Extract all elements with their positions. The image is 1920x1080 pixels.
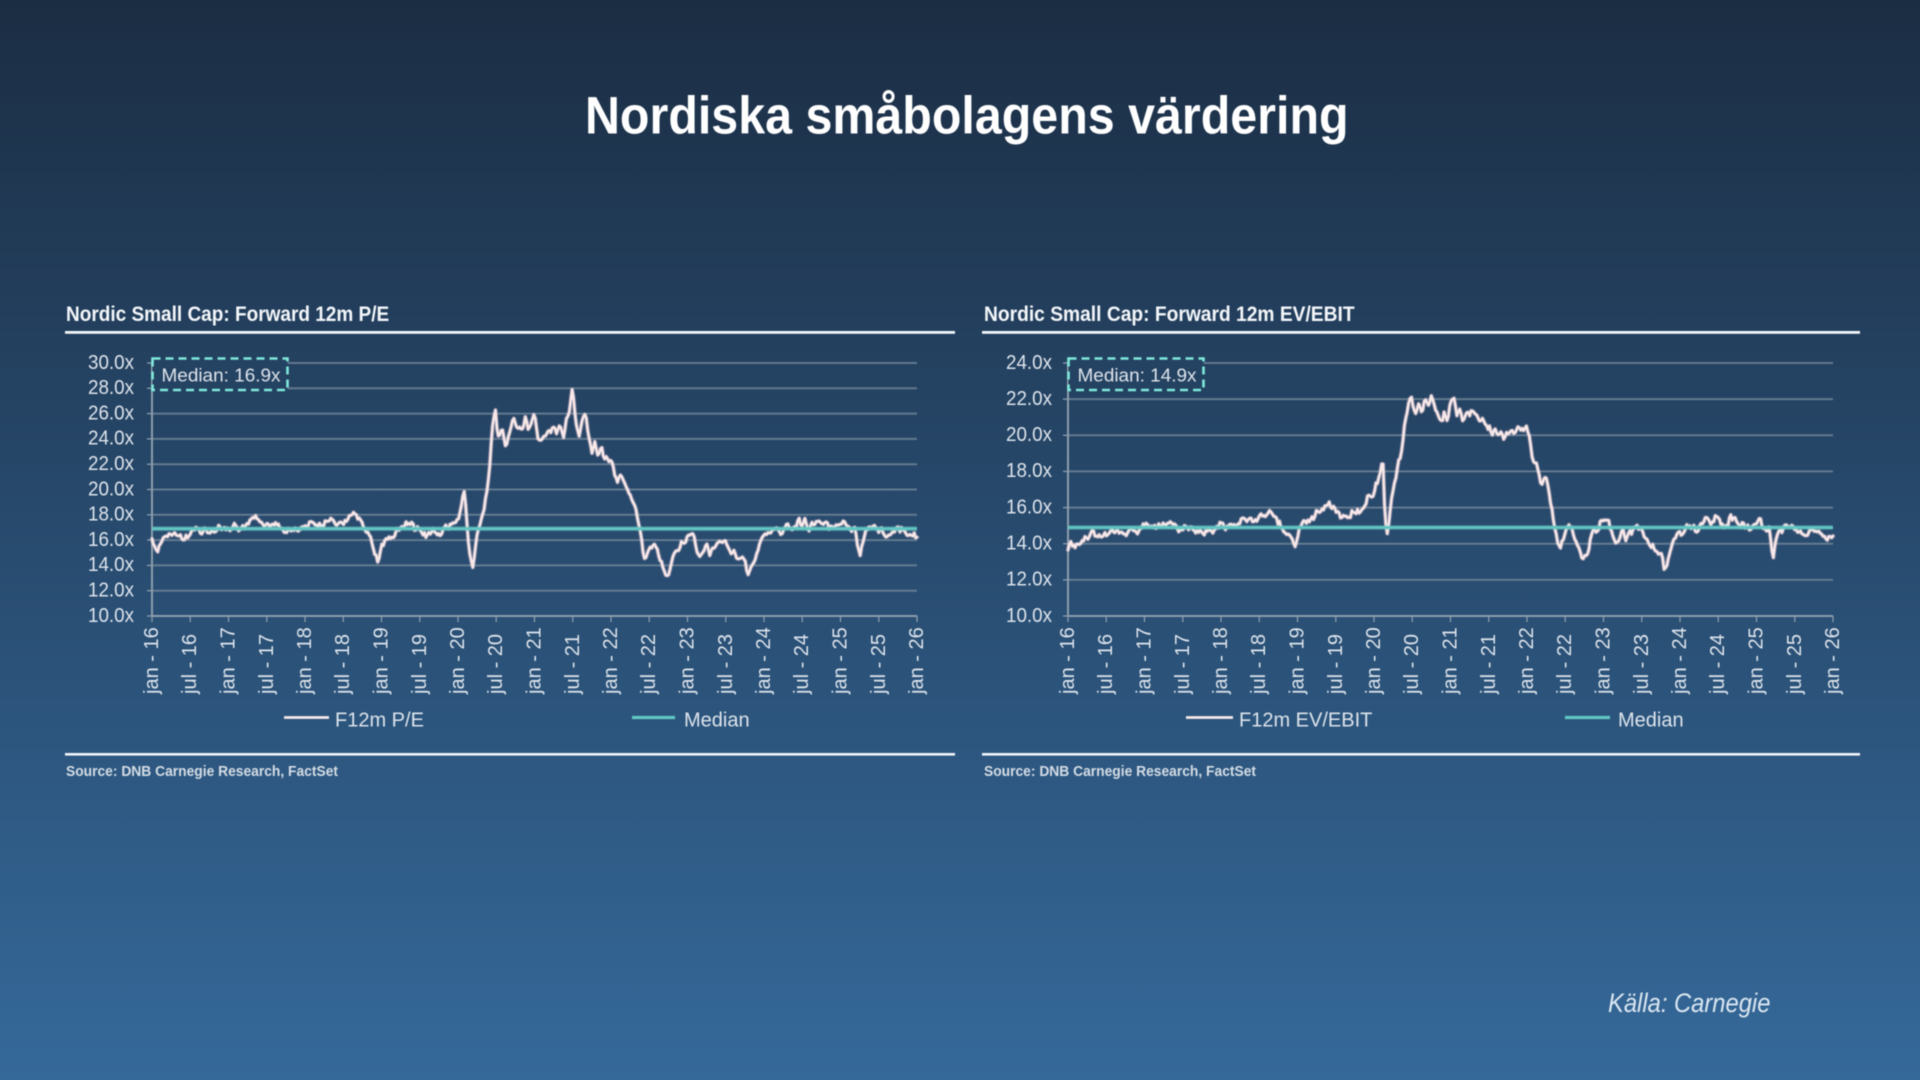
svg-text:24.0x: 24.0x	[88, 428, 134, 450]
svg-text:jul - 16: jul - 16	[179, 634, 201, 695]
svg-text:jul - 20: jul - 20	[1401, 634, 1423, 695]
svg-text:jan - 25: jan - 25	[830, 627, 852, 695]
svg-text:24.0x: 24.0x	[1006, 352, 1052, 374]
svg-text:jul - 18: jul - 18	[332, 634, 354, 695]
svg-text:Median: 14.9x: Median: 14.9x	[1078, 365, 1198, 386]
svg-text:Nordic Small Cap: Forward 12m: Nordic Small Cap: Forward 12m EV/EBIT	[984, 303, 1355, 326]
svg-text:20.0x: 20.0x	[88, 478, 134, 500]
svg-text:Källa: Carnegie: Källa: Carnegie	[1608, 989, 1770, 1018]
svg-text:F12m P/E: F12m P/E	[335, 710, 424, 732]
svg-text:18.0x: 18.0x	[1006, 460, 1052, 482]
svg-text:12.0x: 12.0x	[88, 580, 134, 602]
svg-text:28.0x: 28.0x	[88, 377, 134, 399]
svg-text:10.0x: 10.0x	[88, 605, 134, 627]
svg-text:jul - 23: jul - 23	[1631, 634, 1653, 695]
svg-text:jan - 22: jan - 22	[1516, 627, 1538, 695]
svg-text:jan - 22: jan - 22	[600, 627, 622, 695]
svg-text:jul - 24: jul - 24	[791, 634, 813, 695]
svg-text:jul - 17: jul - 17	[256, 634, 278, 695]
svg-text:jan - 20: jan - 20	[1363, 627, 1385, 695]
svg-text:jan - 25: jan - 25	[1746, 627, 1768, 695]
svg-text:jul - 22: jul - 22	[1554, 634, 1576, 695]
svg-text:22.0x: 22.0x	[88, 453, 134, 475]
svg-text:jul - 24: jul - 24	[1707, 634, 1729, 695]
svg-text:22.0x: 22.0x	[1006, 388, 1052, 410]
svg-text:jan - 24: jan - 24	[753, 627, 775, 695]
svg-text:Source: DNB Carnegie Research,: Source: DNB Carnegie Research, FactSet	[66, 764, 338, 780]
svg-text:jan - 16: jan - 16	[1057, 627, 1079, 695]
svg-text:20.0x: 20.0x	[1006, 424, 1052, 446]
svg-text:16.0x: 16.0x	[88, 529, 134, 551]
svg-text:jul - 25: jul - 25	[1784, 634, 1806, 695]
svg-text:jul - 16: jul - 16	[1095, 634, 1117, 695]
svg-text:jan - 17: jan - 17	[218, 627, 240, 695]
svg-text:jan - 24: jan - 24	[1669, 627, 1691, 695]
svg-text:jul - 21: jul - 21	[562, 634, 584, 695]
svg-text:Nordic Small Cap: Forward 12m: Nordic Small Cap: Forward 12m P/E	[66, 303, 389, 326]
svg-text:jan - 21: jan - 21	[1440, 627, 1462, 695]
svg-text:Nordiska småbolagens värdering: Nordiska småbolagens värdering	[585, 85, 1349, 145]
svg-text:12.0x: 12.0x	[1006, 569, 1052, 591]
svg-text:jan - 18: jan - 18	[1210, 627, 1232, 695]
svg-text:jan - 23: jan - 23	[677, 627, 699, 695]
svg-text:Source: DNB Carnegie Research,: Source: DNB Carnegie Research, FactSet	[984, 764, 1256, 780]
svg-text:jul - 20: jul - 20	[485, 634, 507, 695]
svg-text:jan - 19: jan - 19	[1287, 627, 1309, 695]
svg-text:10.0x: 10.0x	[1006, 605, 1052, 627]
svg-text:jul - 19: jul - 19	[409, 634, 431, 695]
svg-text:jul - 23: jul - 23	[715, 634, 737, 695]
svg-text:jan - 18: jan - 18	[294, 627, 316, 695]
svg-text:Median: 16.9x: Median: 16.9x	[162, 365, 282, 386]
svg-text:jan - 19: jan - 19	[371, 627, 393, 695]
svg-text:30.0x: 30.0x	[88, 352, 134, 374]
svg-text:Median: Median	[1618, 710, 1684, 732]
svg-text:jan - 20: jan - 20	[447, 627, 469, 695]
svg-text:26.0x: 26.0x	[88, 402, 134, 424]
svg-text:jul - 25: jul - 25	[868, 634, 890, 695]
svg-text:jan - 17: jan - 17	[1134, 627, 1156, 695]
svg-text:jan - 26: jan - 26	[906, 627, 928, 695]
svg-text:jan - 23: jan - 23	[1593, 627, 1615, 695]
svg-text:jul - 17: jul - 17	[1172, 634, 1194, 695]
svg-text:F12m EV/EBIT: F12m EV/EBIT	[1239, 710, 1372, 732]
svg-text:14.0x: 14.0x	[1006, 533, 1052, 555]
svg-text:jul - 22: jul - 22	[638, 634, 660, 695]
svg-text:18.0x: 18.0x	[88, 504, 134, 526]
svg-text:Median: Median	[684, 710, 750, 732]
svg-text:jan - 26: jan - 26	[1822, 627, 1844, 695]
svg-text:jul - 19: jul - 19	[1325, 634, 1347, 695]
svg-text:jul - 18: jul - 18	[1248, 634, 1270, 695]
svg-text:jan - 21: jan - 21	[524, 627, 546, 695]
svg-text:14.0x: 14.0x	[88, 554, 134, 576]
svg-text:16.0x: 16.0x	[1006, 496, 1052, 518]
svg-text:jul - 21: jul - 21	[1478, 634, 1500, 695]
svg-text:jan - 16: jan - 16	[141, 627, 163, 695]
